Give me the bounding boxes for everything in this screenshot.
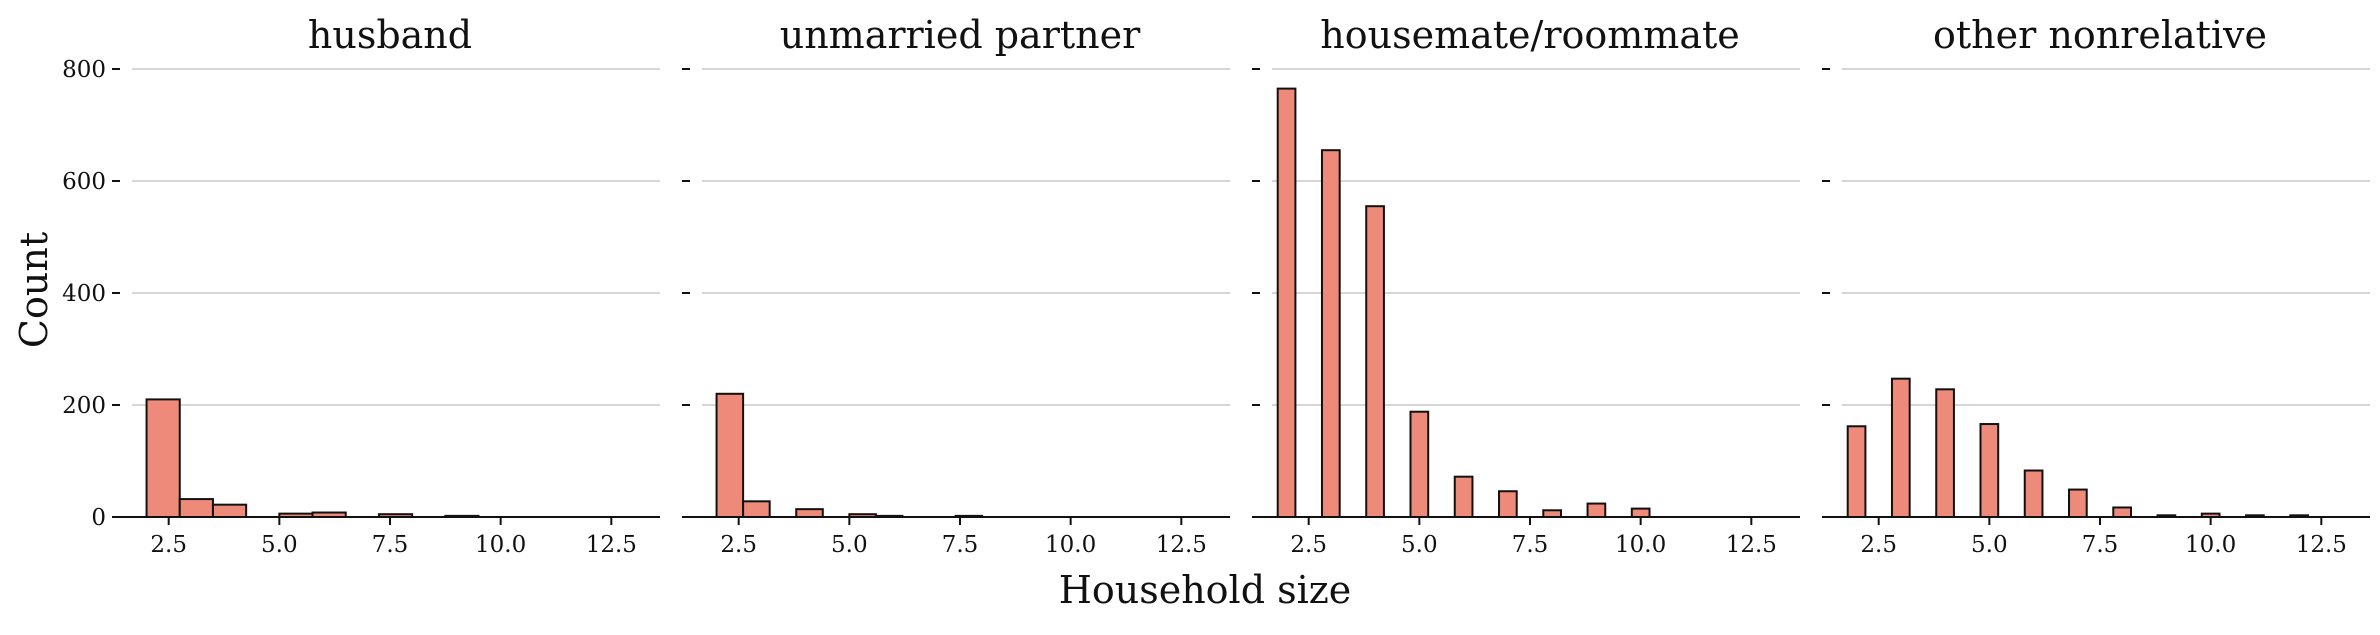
- bar-3-1: [1276, 87, 1297, 518]
- y-tick-label-2: 400: [62, 281, 106, 307]
- bar-3-2: [1320, 149, 1341, 518]
- x-tick-label-2-0: 2.5: [720, 532, 757, 558]
- y-tick-label-1: 200: [62, 393, 106, 419]
- x-tick-label-4-0: 2.5: [1860, 532, 1897, 558]
- x-tick-label-3-0: 2.5: [1290, 532, 1327, 558]
- x-tick-label-1-3: 10.0: [475, 532, 526, 558]
- bar-1-3: [211, 503, 248, 518]
- bar-3-9: [1630, 507, 1651, 519]
- facet-title-3: housemate/roommate: [1320, 13, 1739, 57]
- x-tick-label-1-2: 7.5: [372, 532, 409, 558]
- bar-3-8: [1586, 502, 1607, 518]
- bar-2-2: [742, 500, 771, 519]
- x-tick-label-4-1: 5.0: [1971, 532, 2008, 558]
- bar-3-7: [1542, 509, 1562, 518]
- x-tick-label-4-4: 12.5: [2296, 532, 2347, 558]
- y-tick-label-4: 800: [62, 57, 106, 83]
- bar-3-5: [1453, 475, 1474, 518]
- x-tick-label-1-1: 5.0: [261, 532, 298, 558]
- bar-3-3: [1365, 205, 1385, 518]
- bar-3-6: [1498, 490, 1518, 518]
- x-tick-label-2-3: 10.0: [1045, 532, 1096, 558]
- bar-1-2: [178, 498, 214, 518]
- bar-4-5: [2023, 469, 2044, 518]
- x-tick-label-1-0: 2.5: [150, 532, 187, 558]
- x-tick-label-4-2: 7.5: [2082, 532, 2119, 558]
- x-axis-label: Household size: [1059, 568, 1352, 612]
- bar-2-3: [795, 508, 824, 519]
- x-tick-label-2-2: 7.5: [942, 532, 979, 558]
- facet-title-2: unmarried partner: [780, 13, 1141, 57]
- x-tick-label-3-3: 10.0: [1615, 532, 1666, 558]
- x-tick-label-2-4: 12.5: [1156, 532, 1207, 558]
- bar-4-4: [1979, 423, 2000, 519]
- x-tick-label-3-1: 5.0: [1401, 532, 1438, 558]
- y-tick-label-3: 600: [62, 169, 106, 195]
- x-tick-label-1-4: 12.5: [586, 532, 637, 558]
- bar-2-1: [715, 392, 745, 518]
- bar-3-4: [1409, 410, 1430, 518]
- y-tick-label-0: 0: [91, 505, 106, 531]
- bar-4-2: [1890, 377, 1911, 518]
- facet-title-1: husband: [308, 13, 472, 57]
- facet-title-4: other nonrelative: [1933, 13, 2267, 57]
- bar-4-7: [2112, 506, 2132, 519]
- x-tick-label-3-2: 7.5: [1512, 532, 1549, 558]
- bar-4-3: [1935, 388, 1955, 519]
- bar-1-1: [145, 398, 181, 518]
- y-axis-label: Count: [12, 232, 56, 348]
- x-tick-label-2-1: 5.0: [831, 532, 868, 558]
- bar-4-1: [1846, 425, 1867, 518]
- x-tick-label-4-3: 10.0: [2185, 532, 2236, 558]
- bar-4-6: [2068, 488, 2088, 518]
- x-tick-label-3-4: 12.5: [1726, 532, 1777, 558]
